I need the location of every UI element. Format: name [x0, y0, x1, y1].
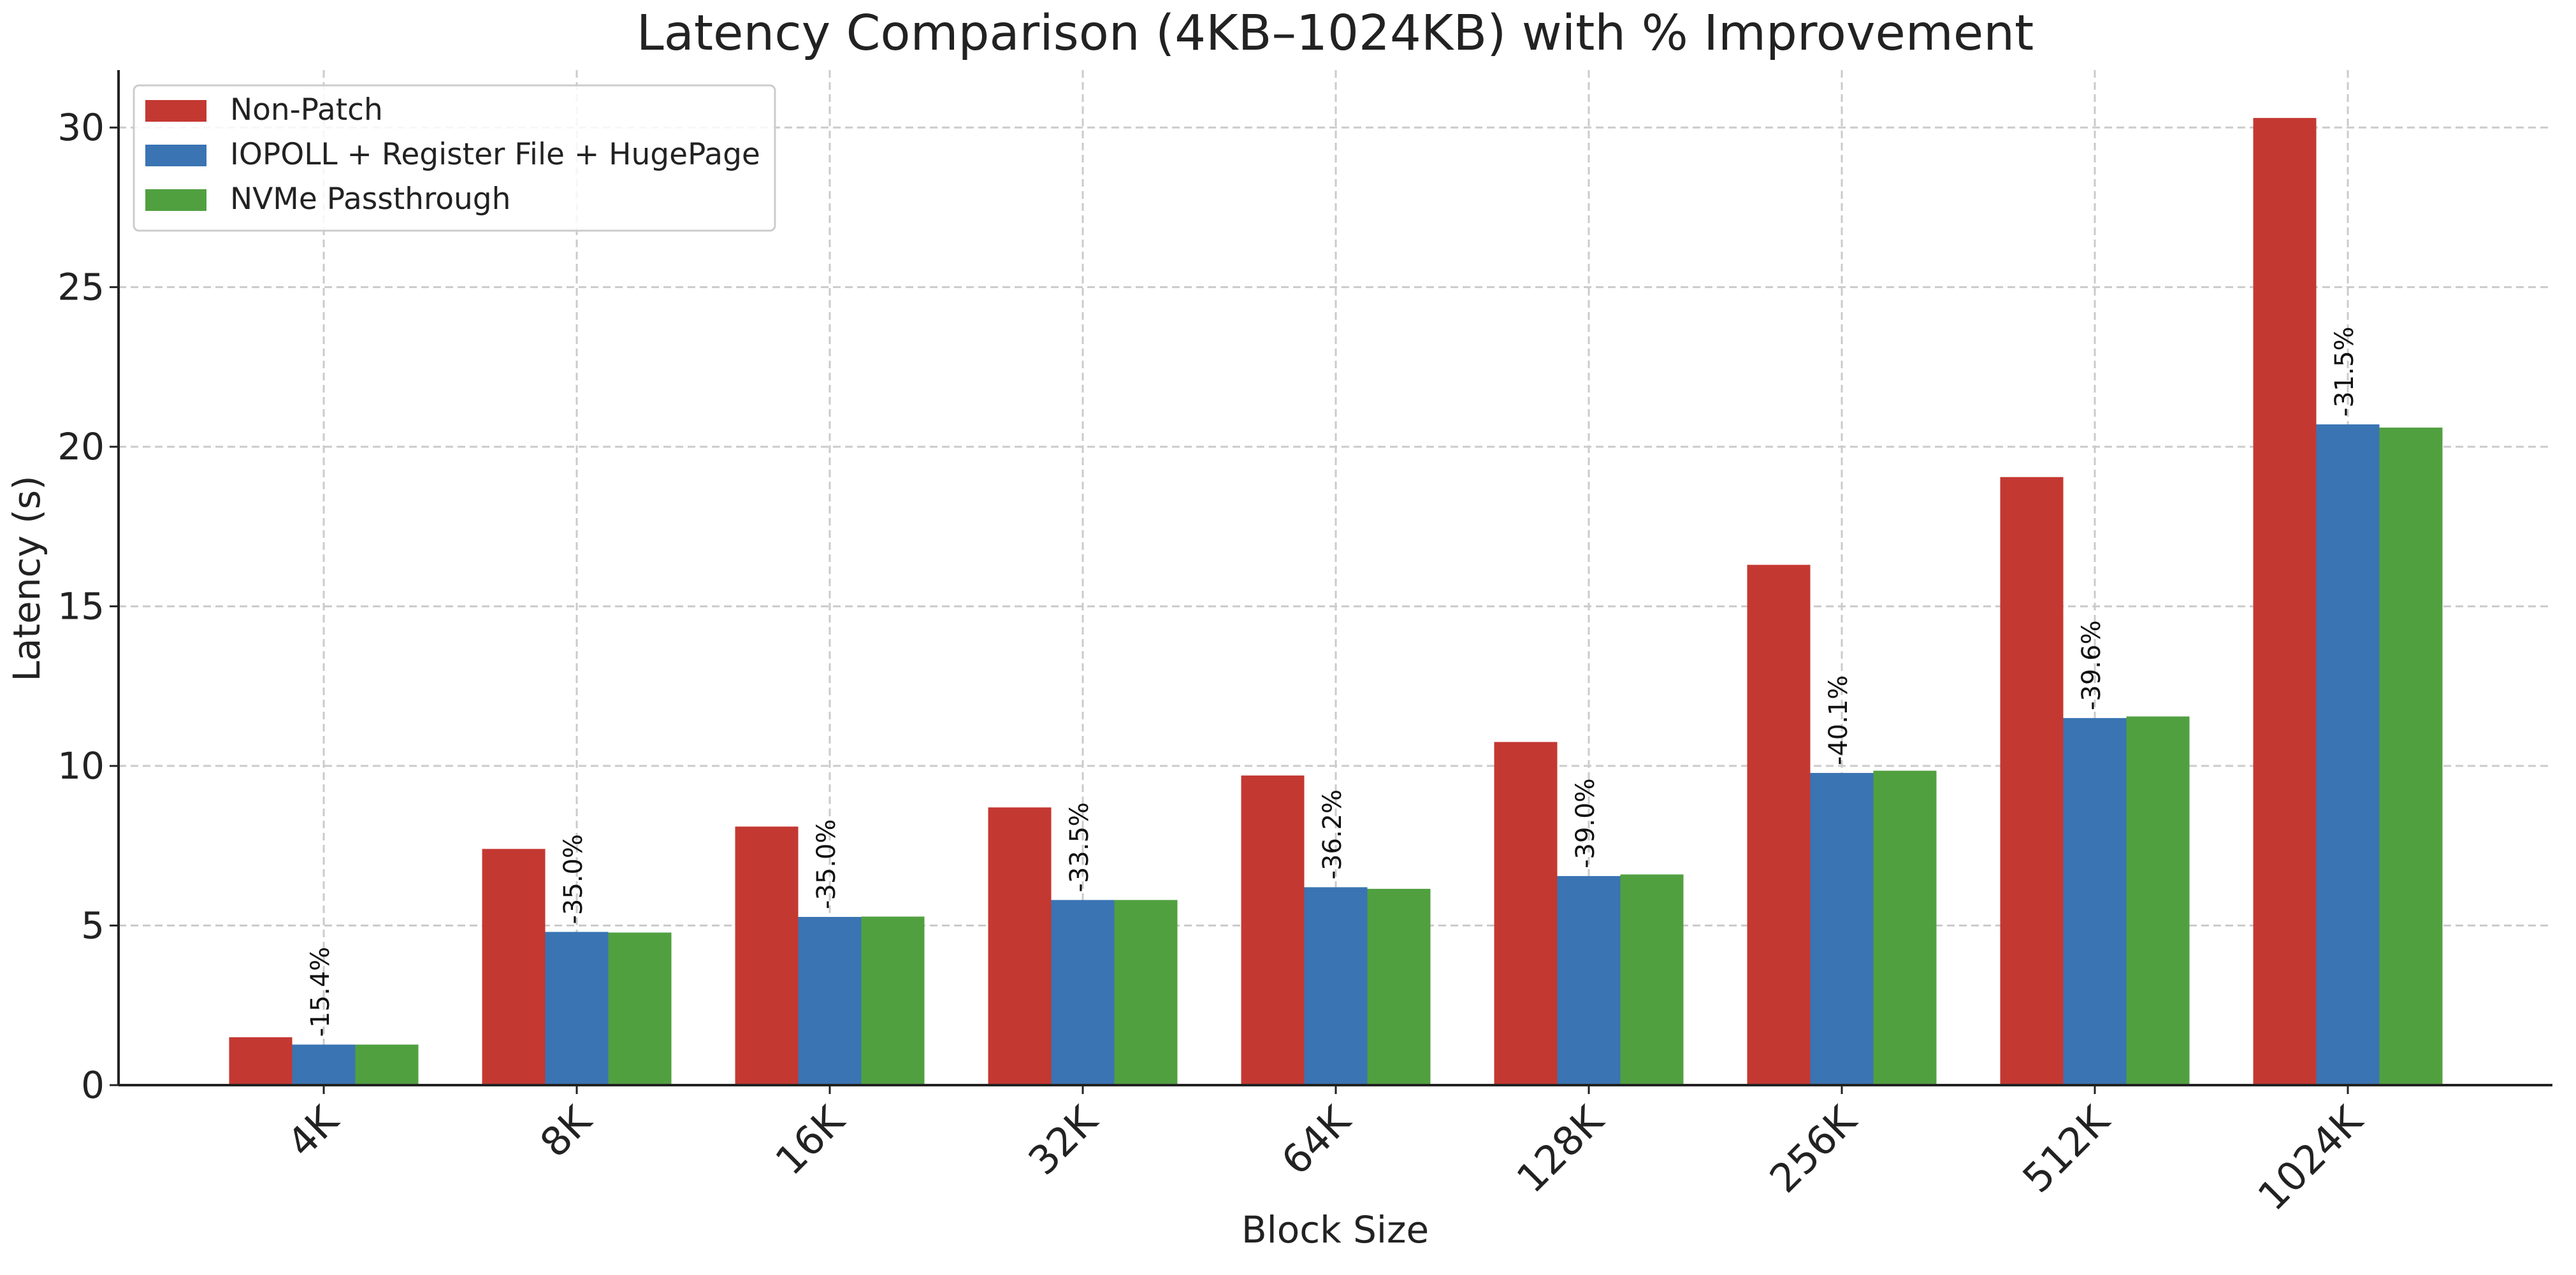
- bar-nvme-passthrough-32k: [1114, 900, 1178, 1085]
- bar-nvme-passthrough-64k: [1367, 888, 1431, 1085]
- y-tick-label: 0: [81, 1063, 105, 1107]
- legend-swatch-iopoll: [145, 145, 206, 166]
- bar-iopoll-register-file-hugepage-256k: [1810, 773, 1874, 1085]
- legend-label-nvme-passthrough: NVMe Passthrough: [230, 182, 510, 217]
- improvement-label: -39.0%: [1571, 778, 1600, 868]
- x-tick-label-4k: 4K: [278, 1097, 347, 1166]
- improvement-label: -31.5%: [2330, 327, 2359, 417]
- bar-nvme-passthrough-1024k: [2379, 428, 2443, 1085]
- y-tick-label: 20: [57, 425, 105, 468]
- bar-nvme-passthrough-8k: [608, 932, 672, 1085]
- bar-iopoll-register-file-hugepage-8k: [545, 932, 609, 1085]
- bar-nvme-passthrough-512k: [2126, 716, 2190, 1085]
- bar-nvme-passthrough-128k: [1620, 874, 1684, 1085]
- legend-frame: [133, 84, 776, 232]
- improvement-label: -39.6%: [2077, 620, 2106, 710]
- bar-non-patch-128k: [1494, 742, 1558, 1085]
- x-tick-label-8k: 8K: [531, 1097, 600, 1166]
- bar-iopoll-register-file-hugepage-16k: [798, 917, 862, 1085]
- bar-non-patch-1024k: [2253, 118, 2317, 1086]
- bar-iopoll-register-file-hugepage-4k: [292, 1044, 356, 1085]
- y-tick-label: 15: [57, 585, 105, 628]
- legend: Non-Patch IOPOLL + Register File + HugeP…: [133, 84, 776, 232]
- y-axis-title: Latency (s): [5, 475, 48, 681]
- bar-non-patch-16k: [735, 826, 799, 1085]
- bars-layer: [229, 118, 2443, 1086]
- improvement-label: -40.1%: [1824, 675, 1853, 766]
- bar-non-patch-4k: [229, 1037, 293, 1085]
- bar-nvme-passthrough-256k: [1873, 770, 1937, 1085]
- bar-non-patch-32k: [988, 807, 1052, 1085]
- bar-non-patch-512k: [2000, 477, 2064, 1085]
- legend-label-iopoll: IOPOLL + Register File + HugePage: [230, 137, 760, 172]
- legend-swatch-nvme-passthrough: [145, 189, 206, 211]
- y-tick-label: 5: [81, 904, 105, 947]
- bar-non-patch-8k: [482, 849, 546, 1085]
- legend-label-non-patch: Non-Patch: [230, 92, 383, 127]
- improvement-label: -35.0%: [559, 834, 588, 925]
- bar-iopoll-register-file-hugepage-512k: [2063, 717, 2127, 1085]
- y-tick-label: 25: [57, 266, 105, 309]
- x-tick-label-128k: 128K: [1508, 1097, 1613, 1202]
- y-tick-label: 10: [57, 744, 105, 788]
- bar-labels-layer: -15.4% -35.0% -35.0% -33.5% -36.2% -39.0% -40.…: [306, 327, 2359, 1037]
- improvement-label: -33.5%: [1065, 802, 1094, 893]
- legend-swatch-non-patch: [145, 100, 206, 122]
- y-tick-label: 30: [57, 106, 105, 149]
- x-tick-label-16k: 16K: [766, 1097, 853, 1184]
- x-tick-label-256k: 256K: [1761, 1097, 1866, 1202]
- bar-iopoll-register-file-hugepage-1024k: [2316, 424, 2380, 1086]
- bar-iopoll-register-file-hugepage-128k: [1557, 875, 1621, 1085]
- bar-nvme-passthrough-16k: [861, 916, 925, 1085]
- x-tick-label-64k: 64K: [1272, 1097, 1359, 1184]
- bar-iopoll-register-file-hugepage-32k: [1051, 900, 1115, 1085]
- bar-non-patch-256k: [1747, 565, 1811, 1085]
- x-tick-label-512k: 512K: [2014, 1097, 2119, 1202]
- chart-title: Latency Comparison (4KB–1024KB) with % I…: [637, 5, 2034, 62]
- bar-nvme-passthrough-4k: [355, 1044, 419, 1085]
- bar-non-patch-64k: [1241, 775, 1305, 1085]
- improvement-label: -15.4%: [306, 947, 335, 1037]
- x-tick-label-32k: 32K: [1019, 1097, 1106, 1184]
- x-axis-title: Block Size: [1241, 1208, 1429, 1251]
- improvement-label: -35.0%: [812, 819, 841, 909]
- improvement-label: -36.2%: [1318, 789, 1347, 880]
- bar-iopoll-register-file-hugepage-64k: [1304, 887, 1368, 1085]
- x-tick-label-1024k: 1024K: [2249, 1097, 2372, 1220]
